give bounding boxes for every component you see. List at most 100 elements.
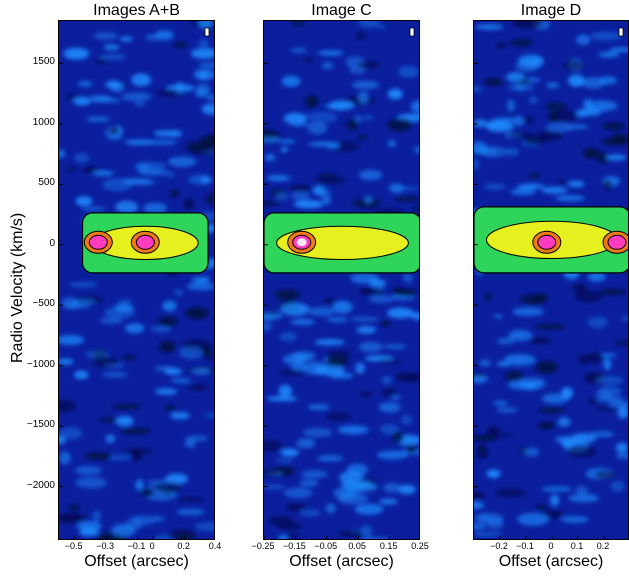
noise-blob bbox=[325, 503, 336, 514]
noise-blob bbox=[364, 196, 373, 203]
noise-blob bbox=[121, 178, 152, 184]
noise-blob bbox=[92, 510, 101, 522]
noise-blob bbox=[320, 188, 331, 202]
noise-blob bbox=[582, 148, 600, 159]
noise-blob bbox=[278, 384, 293, 397]
noise-blob bbox=[162, 300, 177, 312]
noise-blob bbox=[321, 62, 334, 69]
noise-blob bbox=[602, 179, 613, 191]
noise-blob bbox=[343, 481, 365, 494]
noise-blob bbox=[184, 439, 196, 448]
noise-blob bbox=[410, 311, 419, 321]
noise-blob bbox=[285, 533, 301, 538]
noise-blob bbox=[478, 444, 487, 454]
noise-blob bbox=[264, 440, 283, 452]
noise-blob bbox=[165, 473, 188, 485]
noise-blob bbox=[376, 24, 386, 29]
noise-blob bbox=[281, 75, 301, 87]
noise-blob bbox=[292, 21, 305, 27]
noise-blob bbox=[159, 340, 176, 353]
noise-blob bbox=[605, 154, 627, 161]
noise-blob bbox=[523, 447, 540, 457]
noise-blob bbox=[537, 406, 567, 414]
x-tick-label: 0 bbox=[548, 541, 554, 551]
noise-blob bbox=[289, 184, 312, 193]
noise-blob bbox=[158, 316, 178, 328]
noise-blob bbox=[474, 491, 486, 499]
noise-blob bbox=[154, 482, 182, 493]
noise-blob bbox=[358, 341, 383, 353]
noise-blob bbox=[207, 356, 214, 361]
noise-blob bbox=[497, 337, 515, 345]
y-tick-label: −500 bbox=[32, 298, 55, 310]
x-tick-label: 0.2 bbox=[177, 541, 190, 551]
noise-blob bbox=[525, 77, 541, 83]
noise-blob bbox=[164, 367, 183, 376]
noise-blob bbox=[614, 340, 628, 346]
noise-blob bbox=[337, 492, 369, 505]
noise-blob bbox=[198, 21, 213, 30]
noise-blob bbox=[81, 206, 106, 211]
noise-blob bbox=[102, 372, 128, 378]
heatmap-background bbox=[474, 21, 628, 539]
noise-blob bbox=[578, 354, 588, 365]
noise-blob bbox=[532, 293, 549, 302]
noise-blob bbox=[279, 332, 298, 342]
noise-blob bbox=[200, 345, 213, 358]
beam-marker bbox=[204, 27, 210, 37]
noise-blob bbox=[362, 115, 374, 120]
noise-blob bbox=[138, 169, 169, 176]
noise-blob bbox=[596, 406, 619, 411]
noise-blob bbox=[59, 435, 66, 445]
noise-blob bbox=[275, 191, 289, 201]
noise-blob bbox=[306, 111, 338, 124]
noise-blob bbox=[103, 43, 120, 51]
emission-peak-core bbox=[296, 238, 307, 247]
noise-blob bbox=[165, 172, 175, 178]
y-tick-label: 1500 bbox=[32, 56, 55, 68]
noise-blob bbox=[494, 488, 527, 498]
noise-blob bbox=[268, 516, 294, 525]
noise-blob bbox=[397, 484, 416, 495]
noise-blob bbox=[537, 422, 555, 430]
noise-blob bbox=[303, 427, 333, 438]
noise-blob bbox=[589, 431, 615, 438]
noise-blob bbox=[374, 285, 385, 292]
noise-blob bbox=[85, 452, 113, 460]
x-tick-label: −0.25 bbox=[251, 541, 275, 551]
noise-blob bbox=[108, 135, 124, 141]
noise-blob bbox=[326, 317, 349, 322]
noise-blob bbox=[59, 513, 86, 524]
noise-blob bbox=[264, 311, 274, 322]
noise-blob bbox=[545, 123, 574, 132]
noise-blob bbox=[568, 493, 600, 503]
noise-blob bbox=[544, 102, 567, 111]
noise-blob bbox=[387, 140, 396, 147]
x-tick-label: 0.1 bbox=[570, 541, 584, 551]
x-tick-label: 0.05 bbox=[348, 541, 366, 551]
beam-marker bbox=[409, 27, 415, 37]
noise-blob bbox=[350, 316, 379, 322]
noise-blob bbox=[550, 109, 579, 123]
noise-blob bbox=[86, 116, 110, 122]
noise-blob bbox=[517, 512, 550, 526]
emission-peak bbox=[135, 234, 155, 250]
beam-marker bbox=[618, 27, 624, 37]
noise-blob bbox=[75, 196, 93, 207]
noise-blob bbox=[380, 423, 399, 435]
noise-blob bbox=[518, 54, 544, 67]
noise-blob bbox=[587, 271, 606, 282]
noise-blob bbox=[74, 370, 89, 380]
noise-blob bbox=[496, 407, 518, 413]
noise-blob bbox=[378, 498, 398, 505]
noise-blob bbox=[186, 282, 214, 291]
x-tick-label: −0.5 bbox=[64, 541, 83, 551]
noise-blob bbox=[590, 31, 622, 41]
noise-blob bbox=[314, 339, 345, 346]
noise-blob bbox=[560, 387, 574, 399]
noise-blob bbox=[176, 508, 205, 516]
noise-blob bbox=[337, 425, 369, 435]
noise-blob bbox=[168, 156, 197, 168]
noise-blob bbox=[75, 476, 107, 489]
noise-blob bbox=[264, 153, 276, 162]
